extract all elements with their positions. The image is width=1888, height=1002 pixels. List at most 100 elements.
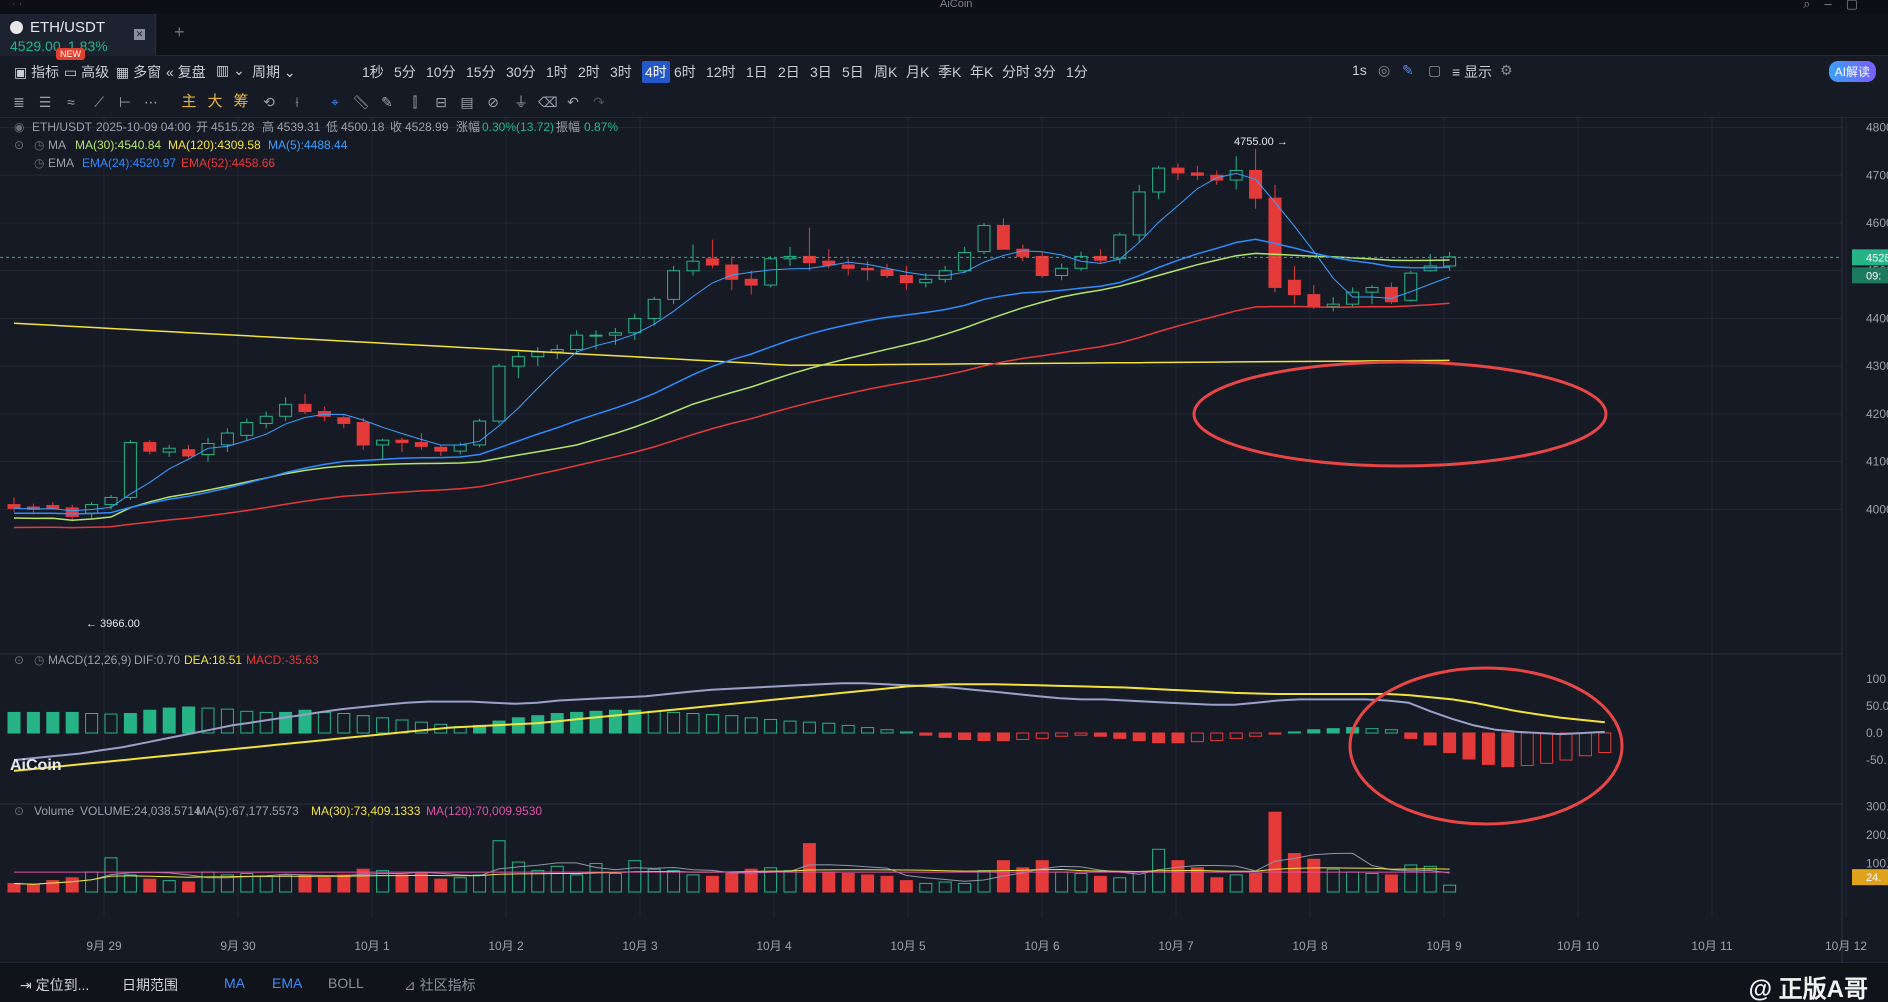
macd-bar [317, 711, 331, 734]
x-tick-label: 9月 29 [86, 939, 122, 953]
ema-toggle[interactable]: EMA [272, 975, 303, 991]
list-icon[interactable]: ☰ [38, 94, 52, 110]
period-4[interactable]: 30分 [506, 64, 536, 80]
ma-toggle[interactable]: MA [224, 975, 245, 991]
advanced-button[interactable]: ▭ 高级 [64, 64, 110, 80]
period-10[interactable]: 12时 [706, 64, 736, 80]
macd-legend-name: MACD(12,26,9) [48, 653, 131, 667]
candle-body [1443, 256, 1457, 267]
pattern-icon[interactable]: ⫿ [412, 94, 418, 110]
volume-bar [356, 868, 370, 893]
current-price-tag [1852, 249, 1888, 266]
volume-bar [1249, 872, 1263, 893]
multi-window-button[interactable]: ▦ 多窗 [116, 64, 162, 80]
macd-collapse-icon[interactable]: ⊙ [14, 653, 24, 667]
date-range-button[interactable]: 日期范围 [122, 977, 178, 993]
boll-toggle[interactable]: BOLL [328, 975, 364, 991]
macd-bar [1035, 732, 1049, 739]
period-1[interactable]: 5分 [394, 64, 416, 80]
period-15[interactable]: 周K [874, 64, 898, 80]
add-tab-icon[interactable]: + [174, 22, 185, 42]
volume-bar [667, 870, 681, 893]
period-8[interactable]: 4时 [642, 61, 670, 83]
window-controls[interactable]: ⌕–▢ [1803, 0, 1872, 11]
measure-icon[interactable]: ⟊ [295, 94, 299, 110]
chart-type-button[interactable]: ▥ ⌄ [216, 62, 245, 78]
candle-body [395, 439, 409, 444]
period-3[interactable]: 15分 [466, 64, 496, 80]
legend-high: 4539.31 [277, 120, 321, 134]
period-17[interactable]: 季K [938, 64, 962, 80]
period-6[interactable]: 2时 [578, 64, 600, 80]
ruler-icon[interactable]: 📏︎ [352, 94, 370, 110]
big-order-button[interactable]: 大 [207, 93, 223, 110]
volume-bar [841, 872, 855, 893]
layout-icon[interactable]: ▢ [1428, 62, 1442, 78]
candle-body [1249, 170, 1263, 199]
close-icon[interactable]: ✕ [134, 29, 145, 40]
pen-icon[interactable]: ✎ [1402, 62, 1414, 78]
candle-body [841, 264, 855, 269]
menu-icon[interactable]: ≣ [13, 94, 25, 110]
ai-analysis-button[interactable]: AI解读 [1828, 61, 1876, 82]
redo-icon[interactable]: ↷ [593, 94, 605, 110]
locate-button[interactable]: ⇥ 定位到... [20, 977, 90, 993]
period-21[interactable]: 1分 [1066, 64, 1088, 80]
ma120-legend: MA(120):4309.58 [168, 138, 261, 152]
volume-bar [764, 867, 778, 893]
wave-icon[interactable]: ≈ [67, 94, 75, 110]
indicator-button[interactable]: ▣ 指标 [14, 64, 60, 80]
replay-button[interactable]: « 复盘 [166, 64, 206, 80]
note-icon[interactable]: ▤ [460, 94, 474, 110]
multi-label: 多窗 [133, 64, 162, 80]
period-14[interactable]: 5日 [842, 64, 864, 80]
collapse-icon[interactable]: ⊙ [14, 138, 24, 152]
trendline-icon[interactable]: ⟋ [94, 94, 104, 110]
period-20[interactable]: 3分 [1034, 64, 1056, 80]
refresh-icon[interactable]: ⟲ [263, 94, 275, 110]
volume-bar [705, 875, 719, 893]
macd-bar [1423, 732, 1437, 746]
magnet-icon[interactable]: ⊘ [487, 94, 499, 110]
period-dropdown[interactable]: 周期 ⌄ [252, 64, 296, 80]
macd-bar [705, 714, 719, 734]
period-19[interactable]: 分时 [1002, 64, 1030, 80]
chart-background [0, 118, 1888, 962]
period-11[interactable]: 1日 [746, 64, 768, 80]
lock-icon[interactable]: ⊟ [435, 94, 447, 110]
macd-bar [977, 732, 991, 742]
period-18[interactable]: 年K [970, 64, 994, 80]
chip-button[interactable]: 筹 [233, 93, 249, 110]
community-indicator-button[interactable]: ⊿ 社区指标 [404, 977, 476, 993]
period-16[interactable]: 月K [906, 64, 930, 80]
candle-body [899, 275, 913, 284]
hline-icon[interactable]: ⊢ [118, 94, 132, 110]
display-button[interactable]: ≡ 显示 [1452, 64, 1493, 80]
period-13[interactable]: 3日 [810, 64, 832, 80]
camera-icon[interactable]: ◎ [1378, 62, 1391, 78]
period-12[interactable]: 2日 [778, 64, 800, 80]
period-9[interactable]: 6时 [674, 64, 696, 80]
community-label: 社区指标 [419, 977, 476, 993]
period-7[interactable]: 3时 [610, 64, 632, 80]
main-force-button[interactable]: 主 [181, 93, 197, 110]
volume-bar [492, 840, 506, 893]
undo-icon[interactable]: ↶ [567, 94, 579, 110]
macd-bar [1113, 732, 1127, 739]
brush-icon[interactable]: ✎ [381, 94, 393, 110]
period-2[interactable]: 10分 [426, 64, 456, 80]
more-icon[interactable]: ⋯ [144, 94, 158, 110]
cursor-icon[interactable]: ⌖ [331, 94, 339, 110]
volume-collapse-icon[interactable]: ⊙ [14, 804, 24, 818]
price-y-tick: 4300 [1866, 359, 1888, 373]
period-5[interactable]: 1时 [546, 64, 568, 80]
interval-label[interactable]: 1s [1352, 62, 1367, 78]
filter-icon[interactable]: ⏚ [514, 94, 528, 110]
trash-icon[interactable]: ⌫ [538, 94, 558, 110]
period-0[interactable]: 1秒 [362, 64, 384, 80]
candle-body [531, 351, 545, 358]
chart-area[interactable]: 9月 29 9月 30 10月 1 10月 2 10月 3 10月 4 10月 5 10月 6… [0, 118, 1888, 962]
eye-icon[interactable]: ◉ [14, 120, 24, 134]
ma-legend-name: MA [48, 138, 66, 152]
settings-icon[interactable]: ⚙ [1500, 62, 1513, 78]
